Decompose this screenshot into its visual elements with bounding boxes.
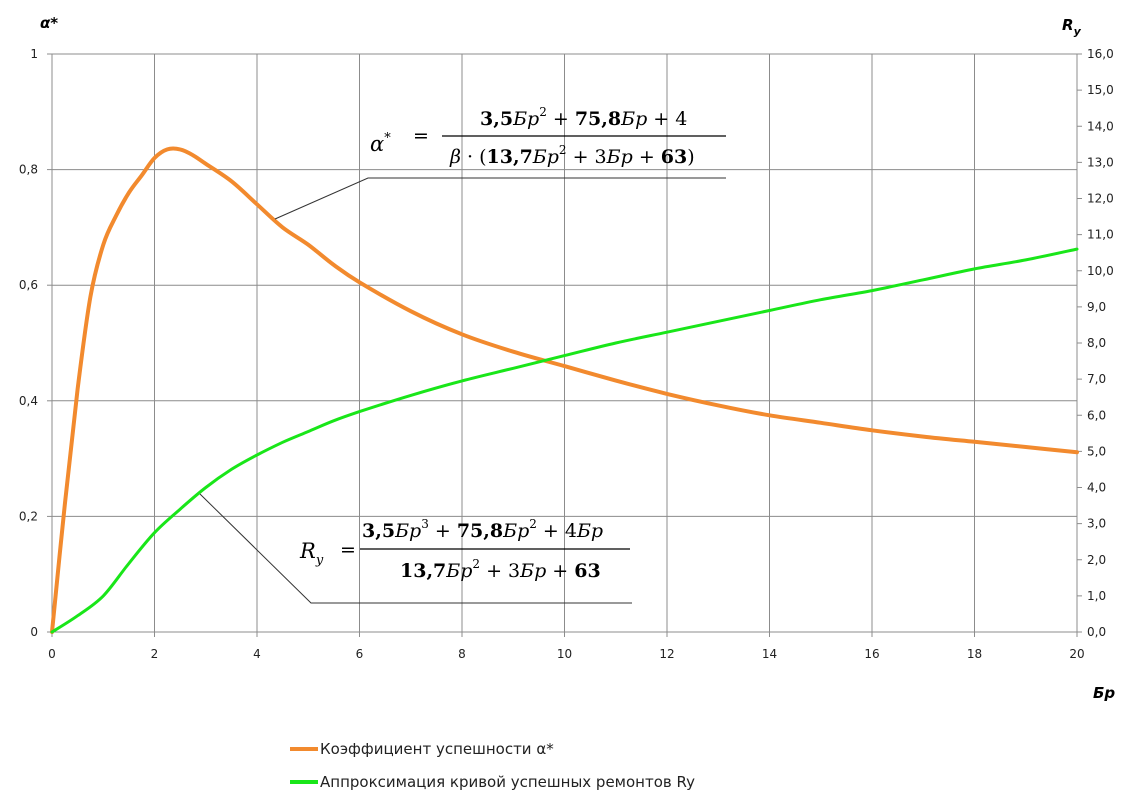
- right-tick-label: 1,0: [1087, 589, 1106, 603]
- left-tick-label: 0,6: [19, 278, 38, 292]
- right-tick-label: 16,0: [1087, 47, 1114, 61]
- legend-label-alpha: Коэффициент успешности α*: [320, 740, 554, 758]
- right-axis-ticks: 0,0 1,0 2,0 3,0 4,0 5,0 6,0 7,0 8,0 9,0 10,0 11,0 12…: [1076, 47, 1114, 639]
- x-tick-label: 16: [864, 647, 879, 661]
- left-axis-label: α*: [40, 14, 58, 32]
- left-axis-ticks: 0 0,2 0,4 0,6 0,8 1: [19, 47, 52, 639]
- alpha-formula-leader: [274, 177, 726, 220]
- x-tick-label: 2: [151, 647, 159, 661]
- right-tick-label: 0,0: [1087, 625, 1106, 639]
- right-tick-label: 2,0: [1087, 553, 1106, 567]
- right-tick-label: 7,0: [1087, 372, 1106, 386]
- x-tick-label: 0: [48, 647, 56, 661]
- alpha-formula-lhs: α*: [370, 131, 391, 156]
- ry-formula-eq: =: [340, 539, 356, 561]
- right-tick-label: 13,0: [1087, 155, 1114, 169]
- x-tick-label: 20: [1069, 647, 1084, 661]
- right-tick-label: 10,0: [1087, 264, 1114, 278]
- grid: [51, 53, 1078, 633]
- ry-formula-lhs: Ry: [299, 539, 324, 568]
- x-tick-label: 14: [762, 647, 777, 661]
- ry-formula: Ry = 3,5Бр3 + 75,8Бр2 + 4Бр 13,7Бр2 + 3Б…: [299, 517, 630, 582]
- x-tick-label: 18: [967, 647, 982, 661]
- legend-swatch-alpha: [290, 747, 318, 751]
- alpha-formula-numerator: 3,5Бр2 + 75,8Бр + 4: [480, 105, 687, 130]
- right-tick-label: 5,0: [1087, 444, 1106, 458]
- x-tick-label: 10: [557, 647, 572, 661]
- x-tick-label: 4: [253, 647, 261, 661]
- ry-formula-leader: [199, 493, 632, 604]
- right-axis-label-sub: y: [1074, 25, 1082, 38]
- alpha-series-line: [50, 146, 1079, 634]
- ry-series-line: [50, 247, 1079, 634]
- alpha-formula-denominator: β · (13,7Бр2 + 3Бр + 63): [449, 143, 695, 168]
- series-lines: [50, 146, 1079, 634]
- right-tick-label: 11,0: [1087, 228, 1114, 242]
- ry-formula-denominator: 13,7Бр2 + 3Бр + 63: [400, 557, 601, 582]
- left-tick-label: 0: [30, 625, 38, 639]
- chart: 0 2 4 6 8 10 12 14 16 18 20 0 0,2 0,4 0,6 0,8 1 0,0 1,0 2…: [19, 14, 1116, 702]
- x-tick-label: 8: [458, 647, 466, 661]
- legend-item-alpha: Коэффициент успешности α*: [290, 738, 890, 760]
- left-tick-label: 1: [30, 47, 38, 61]
- right-axis-label: Ry: [1062, 16, 1082, 38]
- right-tick-label: 15,0: [1087, 83, 1114, 97]
- right-tick-label: 3,0: [1087, 517, 1106, 531]
- x-axis-ticks: 0 2 4 6 8 10 12 14 16 18 20: [48, 632, 1085, 661]
- right-tick-label: 4,0: [1087, 481, 1106, 495]
- alpha-formula: α* = 3,5Бр2 + 75,8Бр + 4 β · (13,7Бр2 + …: [370, 105, 726, 168]
- ry-formula-numerator: 3,5Бр3 + 75,8Бр2 + 4Бр: [362, 517, 603, 542]
- x-tick-label: 12: [659, 647, 674, 661]
- right-tick-label: 6,0: [1087, 408, 1106, 422]
- right-tick-label: 14,0: [1087, 119, 1114, 133]
- alpha-formula-eq: =: [413, 125, 429, 147]
- legend-swatch-ry: [290, 780, 318, 784]
- right-tick-label: 12,0: [1087, 192, 1114, 206]
- legend-label-ry: Аппроксимация кривой успешных ремонтов R…: [320, 773, 695, 791]
- right-tick-label: 9,0: [1087, 300, 1106, 314]
- x-axis-label: Бр: [1093, 684, 1115, 702]
- left-tick-label: 0,8: [19, 163, 38, 177]
- legend-item-ry: Аппроксимация кривой успешных ремонтов R…: [290, 771, 890, 793]
- x-tick-label: 6: [356, 647, 364, 661]
- left-tick-label: 0,4: [19, 394, 38, 408]
- left-tick-label: 0,2: [19, 509, 38, 523]
- right-tick-label: 8,0: [1087, 336, 1106, 350]
